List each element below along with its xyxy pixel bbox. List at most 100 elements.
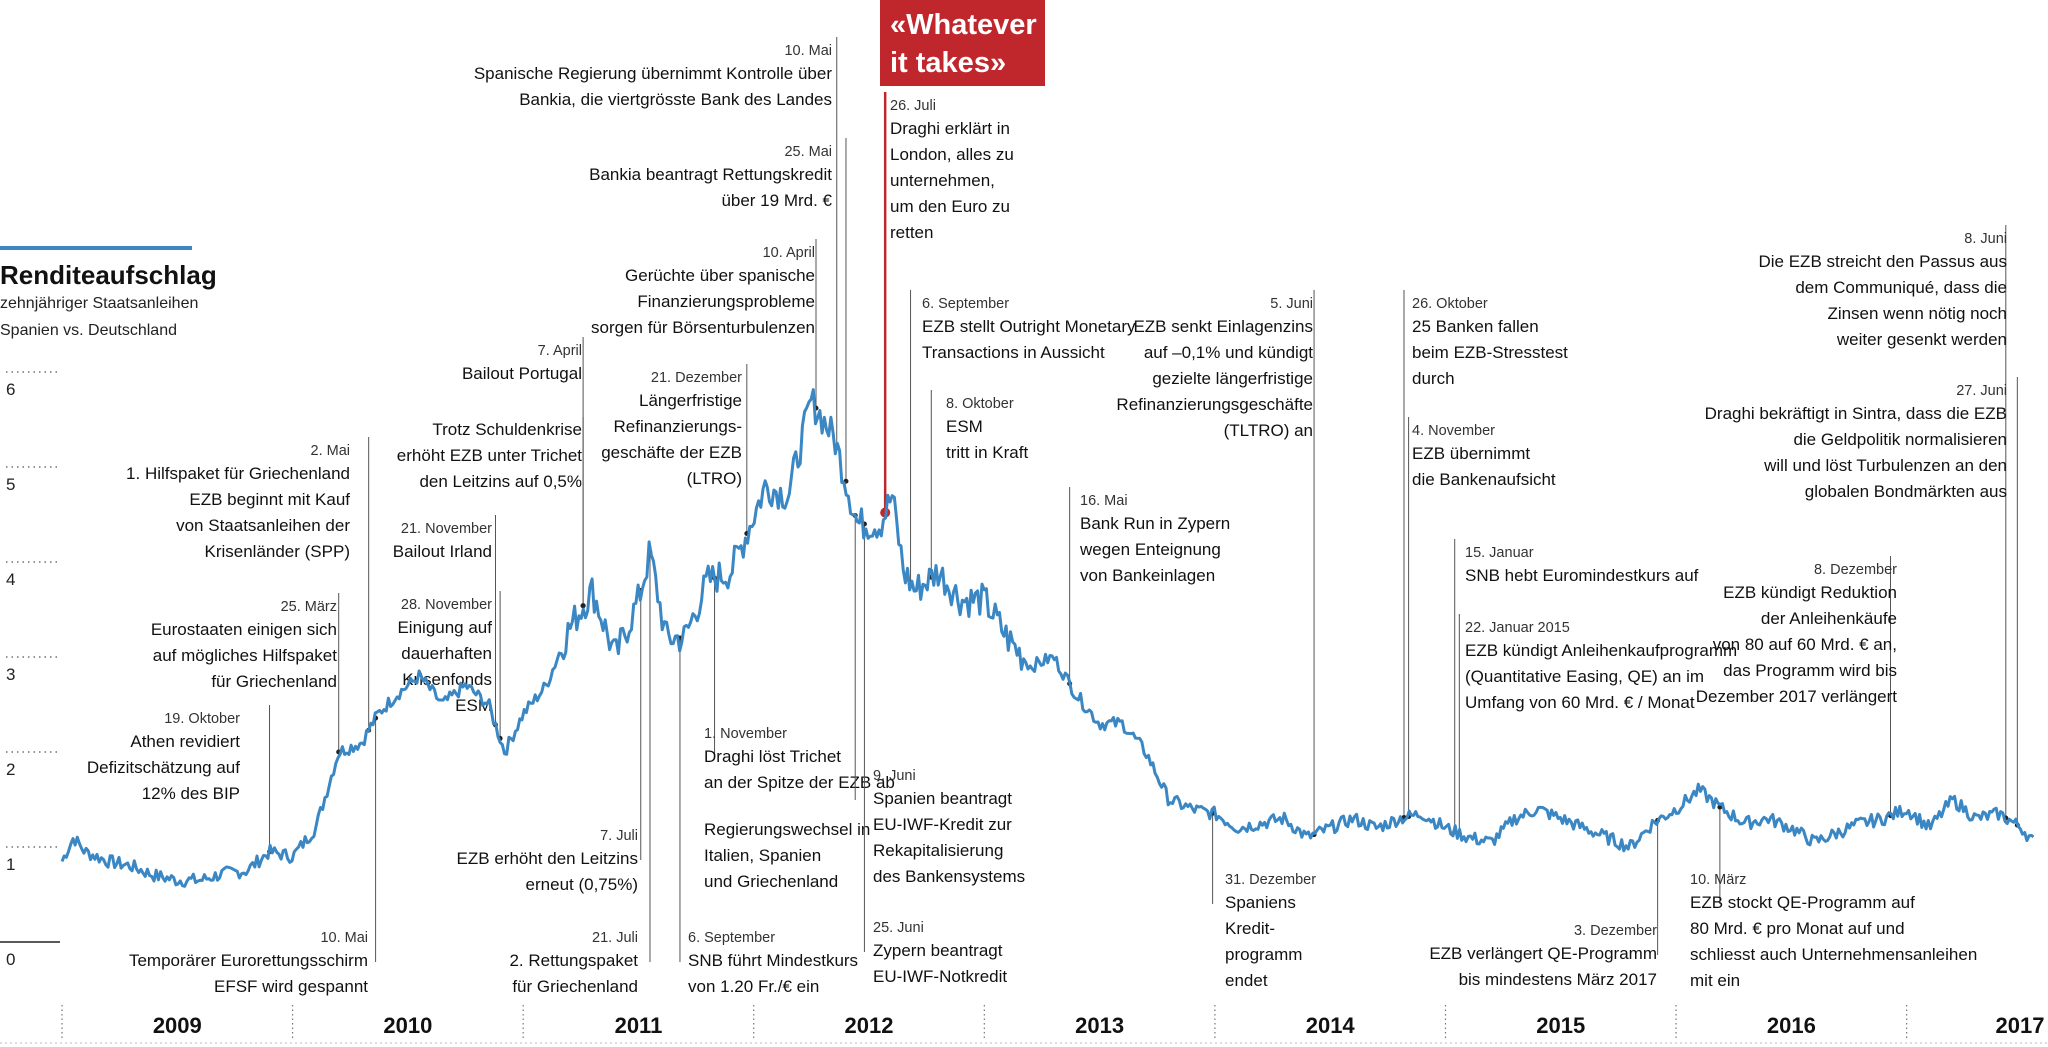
annotation-date: 1. November: [704, 726, 787, 742]
annotation-text: Eurostaaten einigen sich: [151, 620, 337, 639]
y-tick-label: 1: [6, 855, 15, 874]
y-tick-label: 3: [6, 665, 15, 684]
annotation-text: EZB senkt Einlagenzins: [1133, 317, 1313, 336]
annotation-text: Defizitschätzung auf: [87, 758, 240, 777]
y-tick-label: 6: [6, 380, 15, 399]
annotation-date: 16. Mai: [1080, 493, 1128, 509]
annotation-text: EZB übernimmt: [1412, 444, 1530, 463]
annotation-date: 6. September: [688, 930, 775, 946]
annotation-text: Längerfristige: [639, 391, 742, 410]
annotation-text: Spanische Regierung übernimmt Kontrolle …: [474, 64, 832, 83]
annotation-text: von Bankeinlagen: [1080, 566, 1215, 585]
highlight-box: [880, 0, 1045, 86]
annotation-text: und Griechenland: [704, 872, 838, 891]
annotation-text: Temporärer Eurorettungsschirm: [129, 951, 368, 970]
annotation-date: 31. Dezember: [1225, 872, 1316, 888]
annotation-text: EZB kündigt Anleihenkaufprogramm: [1465, 641, 1737, 660]
annotation-text: globalen Bondmärkten aus: [1805, 482, 2007, 501]
highlight-box-layer: «Whatever it takes»: [880, 0, 1045, 86]
annotation-text: weiter gesenkt werden: [1836, 330, 2007, 349]
annotation-text: mit ein: [1690, 971, 1740, 990]
annotation-date: 4. November: [1412, 423, 1495, 439]
annotation-text: tritt in Kraft: [946, 443, 1028, 462]
annotation-date: 21. Dezember: [651, 370, 742, 386]
highlight-text: «Whatever: [890, 9, 1037, 41]
annotation-text: dauerhaften: [401, 644, 492, 663]
annotation-date: 8. Juni: [1964, 231, 2007, 247]
annotation-text: SNB führt Mindestkurs: [688, 951, 858, 970]
x-year-label: 2010: [383, 1013, 432, 1038]
annotation-text: erneut (0,75%): [526, 875, 638, 894]
x-year-label: 2009: [153, 1013, 202, 1038]
y-axis: 0 1 2 3 4 5 6: [0, 371, 60, 969]
annotation-text: Spanien beantragt: [873, 789, 1012, 808]
annotation-date: 21. Juli: [592, 930, 638, 946]
annotation-text: EZB verlängert QE-Programm: [1429, 944, 1657, 963]
annotation-date: 10. März: [1690, 872, 1746, 888]
x-year-label: 2012: [845, 1013, 894, 1038]
annotation-date: 21. November: [401, 521, 492, 537]
x-year-label: 2015: [1536, 1013, 1585, 1038]
annotation-text: für Griechenland: [211, 672, 337, 691]
annotation-text: des Bankensystems: [873, 867, 1025, 886]
annotation-text: gezielte längerfristige: [1152, 369, 1313, 388]
annotation-text: EU-IWF-Notkredit: [873, 967, 1007, 986]
annotation-text: erhöht EZB unter Trichet: [397, 446, 582, 465]
annotation-text: EZB stockt QE-Programm auf: [1690, 893, 1915, 912]
annotation-text: auf mögliches Hilfspaket: [153, 646, 338, 665]
annotation-text: bis mindestens März 2017: [1459, 970, 1657, 989]
x-year-label: 2013: [1075, 1013, 1124, 1038]
annotation-date: 28. November: [401, 597, 492, 613]
annotation-text: Refinanzierungsgeschäfte: [1116, 395, 1313, 414]
annotation-text: um den Euro zu: [890, 197, 1010, 216]
annotation-text: für Griechenland: [512, 977, 638, 996]
spread-series-line: [60, 388, 2035, 888]
highlight-text: it takes»: [890, 47, 1006, 79]
annotation-date: 2. Mai: [311, 443, 351, 459]
annotation-date: 6. September: [922, 296, 1009, 312]
annotation-date: 26. Oktober: [1412, 296, 1488, 312]
annotation-text: 2. Rettungspaket: [509, 951, 638, 970]
x-axis: 2009 2010 2011 2012 2013 2014 2015 2016 2017: [0, 1005, 2048, 1044]
annotation-text: Zinsen wenn nötig noch: [1827, 304, 2007, 323]
x-year-label: 2016: [1767, 1013, 1816, 1038]
annotation-text: geschäfte der EZB: [601, 443, 742, 462]
annotation-text: beim EZB-Stresstest: [1412, 343, 1568, 362]
annotation-text: Einigung auf: [397, 618, 492, 637]
annotation-text: durch: [1412, 369, 1455, 388]
annotation-text: 25 Banken fallen: [1412, 317, 1539, 336]
annotation-text: Bankia, die viertgrösste Bank des Landes: [519, 90, 832, 109]
annotation-text: an der Spitze der EZB ab: [704, 773, 895, 792]
annotation-text: den Leitzins auf 0,5%: [419, 472, 582, 491]
annotation-date: 8. Oktober: [946, 396, 1014, 412]
annotation-text: programm: [1225, 945, 1302, 964]
annotation-text: (Quantitative Easing, QE) an im: [1465, 667, 1704, 686]
annotation-text: von 1.20 Fr./€ ein: [688, 977, 819, 996]
annotation-text: Bank Run in Zypern: [1080, 514, 1230, 533]
annotation-text: Dezember 2017 verlängert: [1696, 687, 1898, 706]
annotation-text: EZB erhöht den Leitzins: [457, 849, 638, 868]
annotation-text: Krisenfonds: [402, 670, 492, 689]
annotation-date: 27. Juni: [1956, 383, 2007, 399]
annotation-text: Draghi löst Trichet: [704, 747, 841, 766]
annotation-text: die Bankenaufsicht: [1412, 470, 1556, 489]
chart-title: Renditeaufschlag: [0, 260, 217, 290]
annotation-text: Gerüchte über spanische: [625, 266, 815, 285]
annotation-text: Kredit-: [1225, 919, 1275, 938]
annotation-date: 15. Januar: [1465, 545, 1534, 561]
annotation-date: 25. Mai: [784, 144, 832, 160]
annotation-text: Draghi erklärt in: [890, 119, 1010, 138]
annotation-text: Transactions in Aussicht: [922, 343, 1105, 362]
annotation-text: Finanzierungsprobleme: [637, 292, 815, 311]
annotation-text: Zypern beantragt: [873, 941, 1003, 960]
annotation-text: sorgen für Börsenturbulenzen: [591, 318, 815, 337]
event-annotations: 19. Oktober Athen revidiert Defizitschätzu…: [87, 37, 2020, 996]
series-layer: [60, 388, 2035, 888]
annotation-date: 19. Oktober: [164, 711, 240, 727]
annotation-date: 25. März: [281, 599, 337, 615]
annotation-text: Bankia beantragt Rettungskredit: [589, 165, 832, 184]
annotation-text: Bailout Portugal: [462, 364, 582, 383]
annotation-anchor-dot: [580, 603, 586, 609]
x-year-label: 2014: [1306, 1013, 1356, 1038]
